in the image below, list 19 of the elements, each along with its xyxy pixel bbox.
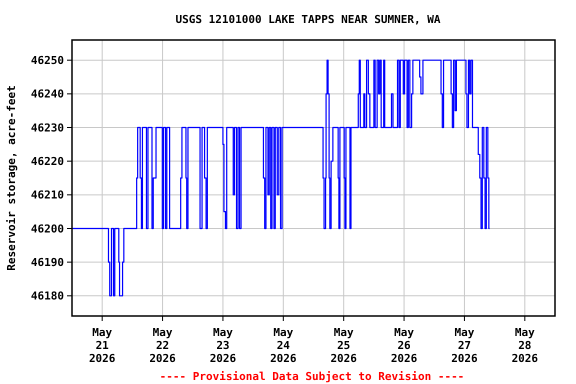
y-tick-label: 46220 bbox=[30, 155, 64, 168]
y-tick-label: 46190 bbox=[30, 256, 64, 269]
x-tick-label: May 24 2026 bbox=[270, 326, 297, 365]
y-tick-label: 46240 bbox=[30, 88, 64, 101]
x-tick-label: May 21 2026 bbox=[88, 326, 116, 365]
y-tick-label: 46200 bbox=[30, 222, 64, 236]
x-tick-label: May 22 2026 bbox=[149, 326, 176, 365]
chart-title: USGS 12101000 LAKE TAPPS NEAR SUMNER, WA bbox=[176, 13, 441, 26]
text: ---- Provisional Data Subject to Revision ---- bbox=[160, 370, 464, 383]
y-tick-label: 46210 bbox=[30, 188, 64, 202]
y-tick-label: 46230 bbox=[30, 121, 64, 134]
y-tick-label: 46250 bbox=[30, 54, 64, 68]
x-tick-label: May 25 2026 bbox=[330, 326, 358, 365]
y-axis-title: Reservoir storage, acre-feet bbox=[5, 85, 18, 271]
y-tick-label: 46180 bbox=[30, 290, 64, 303]
x-tick-label: May 23 2026 bbox=[210, 326, 237, 365]
x-tick-label: May 26 2026 bbox=[390, 326, 418, 365]
x-tick-label: May 27 2026 bbox=[451, 326, 478, 365]
x-tick-label: May 28 2026 bbox=[512, 326, 538, 365]
